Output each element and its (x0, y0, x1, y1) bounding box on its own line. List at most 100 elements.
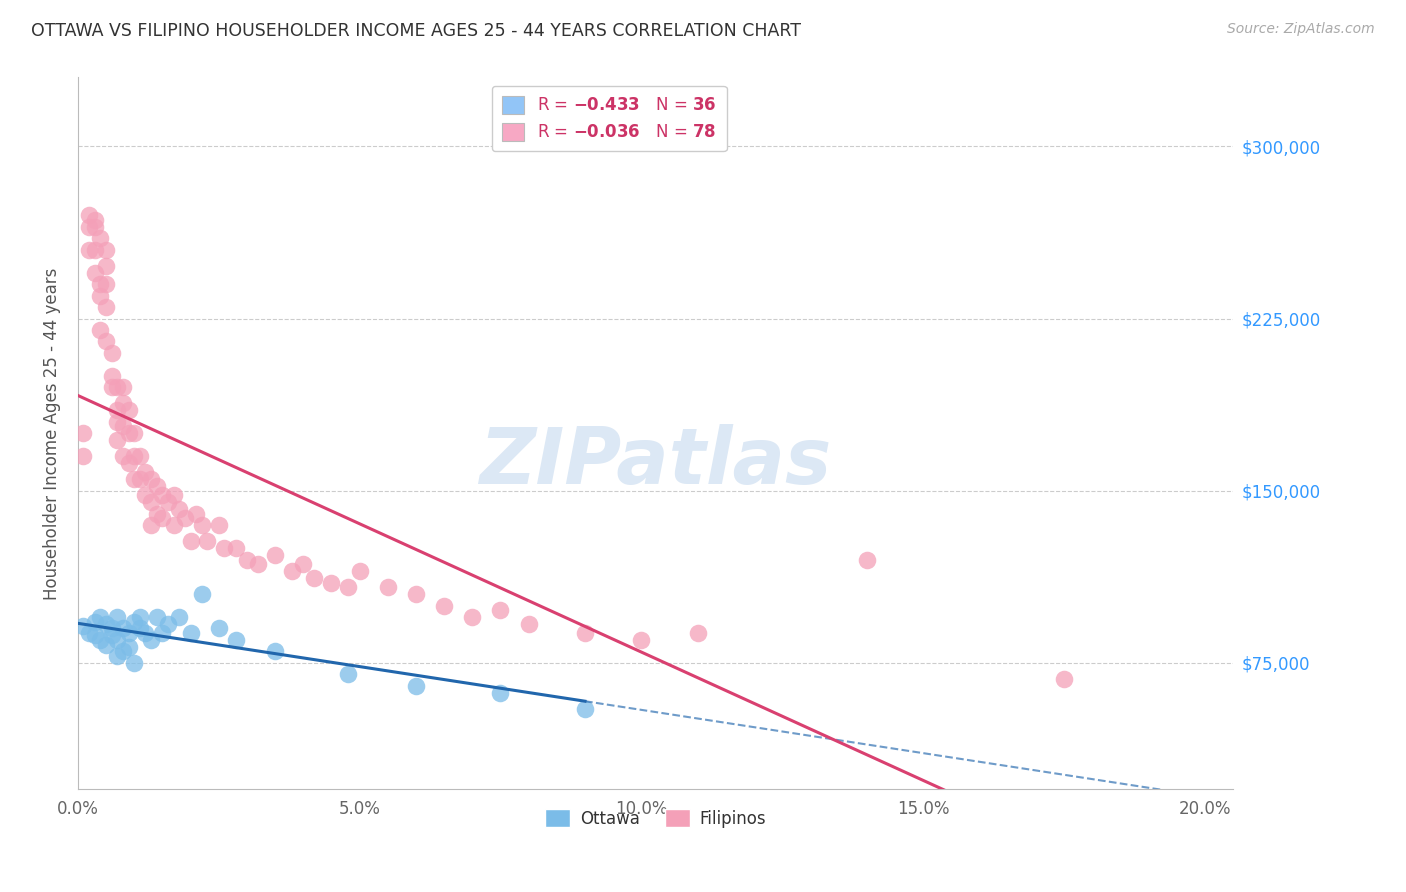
Point (225, 632, 247, 647)
Point (105, 648, 128, 663)
Point (145, 507, 167, 521)
Point (105, 632, 128, 647)
Text: ZIPatlas: ZIPatlas (479, 424, 831, 500)
Point (100, 368, 122, 383)
Point (83, 219, 105, 234)
Point (89, 632, 111, 647)
Point (89, 323, 111, 337)
Point (89, 610, 111, 624)
Point (517, 616, 540, 631)
Point (236, 552, 259, 566)
Point (111, 419, 134, 434)
Point (197, 534, 219, 549)
Point (292, 558, 315, 572)
Point (150, 488, 173, 502)
Text: OTTAWA VS FILIPINO HOUSEHOLDER INCOME AGES 25 - 44 YEARS CORRELATION CHART: OTTAWA VS FILIPINO HOUSEHOLDER INCOME AG… (31, 22, 801, 40)
Point (162, 488, 184, 502)
Point (139, 495, 162, 509)
Point (150, 511, 173, 525)
Point (134, 626, 156, 640)
Point (139, 632, 162, 647)
Point (111, 380, 134, 394)
Point (72, 450, 94, 464)
Point (72, 619, 94, 633)
Point (128, 472, 150, 486)
Point (574, 702, 596, 716)
Legend: Ottawa, Filipinos: Ottawa, Filipinos (538, 803, 773, 834)
Point (128, 622, 150, 636)
Point (105, 380, 128, 394)
Point (89, 277, 111, 291)
Point (89, 288, 111, 302)
Point (134, 466, 156, 480)
Point (94, 277, 117, 291)
Text: Source: ZipAtlas.com: Source: ZipAtlas.com (1227, 22, 1375, 37)
Point (105, 403, 128, 417)
Point (173, 511, 195, 525)
Point (94, 259, 117, 273)
Point (111, 396, 134, 410)
Point (156, 495, 179, 509)
Point (377, 580, 399, 594)
Point (105, 610, 128, 624)
Point (111, 450, 134, 464)
Point (489, 686, 512, 700)
Point (405, 679, 427, 693)
Point (100, 346, 122, 360)
Point (83, 615, 105, 629)
Point (94, 300, 117, 314)
Point (100, 380, 122, 394)
Point (83, 212, 105, 227)
Point (321, 575, 343, 590)
Point (191, 587, 214, 601)
Point (77, 243, 100, 257)
Point (349, 564, 371, 578)
Point (433, 599, 456, 613)
Point (122, 472, 145, 486)
Point (94, 638, 117, 652)
Point (105, 415, 128, 429)
Point (117, 640, 139, 654)
Point (630, 632, 652, 647)
Point (134, 488, 156, 502)
Point (574, 626, 596, 640)
Point (122, 615, 145, 629)
Point (191, 518, 214, 533)
Point (247, 558, 270, 572)
Point (264, 548, 287, 562)
Point (94, 334, 117, 349)
Point (281, 564, 304, 578)
Point (111, 622, 134, 636)
Point (117, 403, 139, 417)
Point (139, 518, 162, 533)
Point (337, 667, 360, 681)
Point (111, 644, 134, 658)
Point (489, 603, 512, 617)
Point (686, 626, 709, 640)
Point (94, 616, 117, 631)
Point (264, 644, 287, 658)
Point (225, 541, 247, 555)
Point (94, 243, 117, 257)
Y-axis label: Householder Income Ages 25 - 44 years: Householder Income Ages 25 - 44 years (44, 267, 60, 599)
Point (77, 626, 100, 640)
Point (186, 507, 208, 521)
Point (405, 587, 427, 601)
Point (117, 426, 139, 441)
Point (162, 518, 184, 533)
Point (145, 479, 167, 493)
Point (117, 626, 139, 640)
Point (208, 622, 231, 636)
Point (122, 426, 145, 441)
Point (72, 426, 94, 441)
Point (83, 243, 105, 257)
Point (122, 656, 145, 670)
Point (89, 231, 111, 245)
Point (1053, 672, 1076, 686)
Point (105, 434, 128, 448)
Point (461, 610, 484, 624)
Point (139, 472, 162, 486)
Point (167, 610, 190, 624)
Point (145, 610, 167, 624)
Point (128, 610, 150, 624)
